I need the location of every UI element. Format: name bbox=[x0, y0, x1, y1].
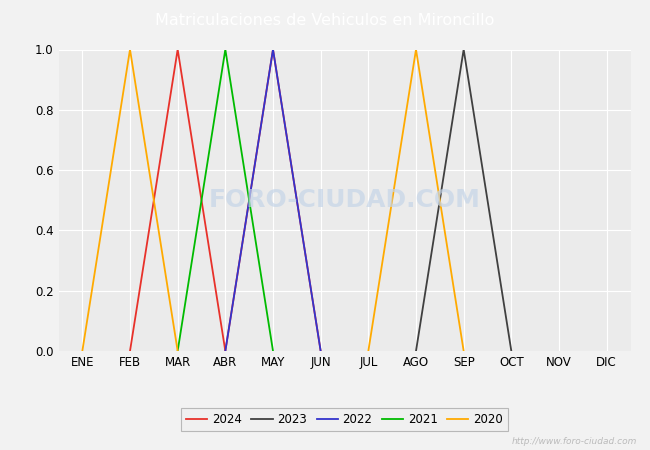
Text: http://www.foro-ciudad.com: http://www.foro-ciudad.com bbox=[512, 436, 637, 446]
Text: FORO-CIUDAD.COM: FORO-CIUDAD.COM bbox=[209, 188, 480, 212]
Legend: 2024, 2023, 2022, 2021, 2020: 2024, 2023, 2022, 2021, 2020 bbox=[181, 408, 508, 431]
Text: Matriculaciones de Vehiculos en Mironcillo: Matriculaciones de Vehiculos en Mironcil… bbox=[155, 13, 495, 28]
